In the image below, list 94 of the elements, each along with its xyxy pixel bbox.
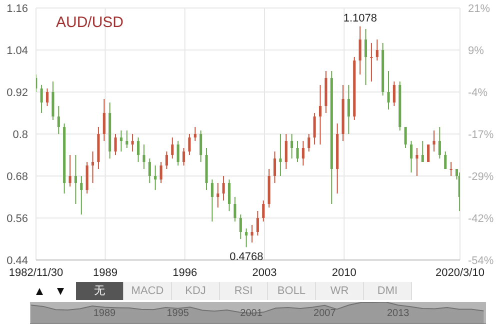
candlestick (438, 126, 441, 159)
candlestick (376, 39, 378, 61)
candlestick (68, 154, 72, 187)
chart-title: AUD/USD (56, 14, 124, 31)
y2-tick-label: -4% (468, 86, 488, 99)
candlestick (245, 228, 248, 248)
candlestick (91, 151, 94, 184)
candlestick (302, 140, 304, 166)
candlestick (410, 140, 413, 173)
candlestick (57, 106, 60, 134)
candlestick (74, 154, 77, 204)
candlestick (387, 70, 390, 110)
candlestick (228, 179, 231, 212)
annotation: 0.4768 (230, 250, 264, 263)
y2-tick-label: -17% (468, 128, 494, 141)
candlestick (364, 28, 368, 86)
y2-tick-label: -54% (468, 254, 494, 267)
x-tick-label: 2010 (332, 266, 356, 279)
candlestick (120, 130, 122, 152)
candlestick (131, 134, 134, 152)
x-tick-label: 2001 (240, 308, 263, 319)
candlestick (392, 81, 396, 106)
candlestick (290, 134, 294, 159)
candlestick (171, 137, 174, 159)
candlestick (416, 148, 418, 176)
text: WR (316, 282, 364, 300)
x-tick-label: 1982/11/30 (8, 266, 64, 279)
candlestick (80, 176, 83, 215)
y-tick-label: 0.92 (6, 86, 28, 99)
text: 无 (76, 282, 124, 300)
y-tick-label: 0.56 (6, 212, 28, 225)
candlestick (182, 148, 186, 166)
candlestick (102, 98, 106, 142)
candlestick (222, 176, 225, 201)
candlestick (308, 134, 310, 152)
candlestick (176, 140, 180, 166)
candlestick (273, 151, 276, 184)
candlestick (284, 134, 288, 170)
candlestick (165, 151, 168, 170)
candlestick (188, 134, 191, 156)
text: RSI (220, 282, 268, 300)
candlestick (200, 130, 202, 162)
candlestick (234, 196, 236, 222)
candlestick (210, 179, 214, 222)
y-tick-label: 0.8 (12, 128, 28, 141)
x-tick-label: 1989 (93, 308, 116, 319)
candlestick (318, 84, 322, 145)
candlestick (160, 162, 162, 184)
candlestick (427, 144, 430, 162)
candlestick (114, 134, 117, 156)
candlestick (148, 158, 151, 184)
y2-tick-label: 21% (468, 2, 490, 15)
candlestick (279, 134, 282, 176)
candlestick (194, 126, 196, 142)
y2-tick-label: -42% (468, 212, 494, 225)
x-tick-label: 2007 (314, 308, 336, 319)
candlestick (404, 126, 407, 148)
text: DMI (364, 282, 412, 300)
text: KDJ (172, 282, 220, 300)
candlestick (40, 84, 43, 114)
text: MACD (124, 282, 172, 300)
y-tick-label: 1.16 (6, 2, 28, 15)
candlestick (256, 210, 259, 236)
candlestick (313, 112, 316, 145)
x-tick-label: 1996 (172, 266, 198, 279)
candlestick (154, 165, 157, 190)
y2-tick-label: 9% (468, 44, 484, 57)
x-tick-label: 1989 (93, 266, 118, 279)
candlestick (444, 151, 447, 170)
candlestick (126, 130, 128, 148)
candlestick (421, 140, 424, 162)
x-tick-label: 2003 (252, 266, 277, 279)
candlestick (142, 144, 146, 170)
y-tick-label: 1.04 (6, 44, 28, 57)
candlestick (46, 88, 49, 106)
candlestick (370, 42, 373, 82)
candlestick (216, 182, 220, 208)
x-tick-label: 2013 (386, 308, 410, 319)
y-tick-label: 0.44 (6, 254, 28, 267)
candlestick (450, 162, 452, 176)
y2-tick-label: -29% (468, 170, 494, 183)
y-tick-label: 0.68 (6, 170, 28, 183)
text: BOLL (268, 282, 316, 300)
annotation: 1.1078 (343, 12, 378, 24)
candlestick (296, 140, 299, 162)
candlestick (239, 214, 242, 240)
candlestick (250, 224, 254, 243)
candlestick (432, 130, 436, 152)
x-tick-label: 1995 (166, 308, 190, 319)
candlestick (262, 200, 265, 222)
candlestick (358, 26, 362, 75)
x-tick-label: 2020/3/10 (436, 266, 484, 279)
candlestick (136, 137, 140, 162)
candlestick (347, 84, 350, 134)
